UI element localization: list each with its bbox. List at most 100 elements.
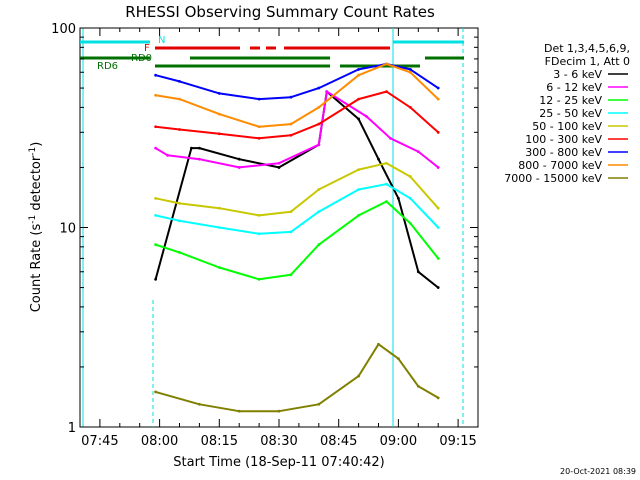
y-tick-label: 10 [59,222,76,237]
data-point [377,157,380,161]
data-point [357,188,360,191]
data-point [408,196,412,200]
data-point [154,213,158,217]
data-point [289,133,293,137]
data-point [317,143,321,147]
data-point [416,150,420,154]
data-point [154,73,158,77]
series-line [155,183,439,235]
flag-flare-label: F [144,43,150,54]
data-point [317,210,321,214]
legend-label: 300 - 800 keV [525,146,602,159]
data-point [190,146,193,150]
data-point [317,402,321,406]
flag-night-label: N [158,35,165,46]
data-point [217,226,221,229]
data-point [317,105,321,109]
data-point [397,196,400,200]
data-point [436,206,440,210]
plot-frame [79,27,479,428]
chart-title: RHESSI Observing Summary Count Rates [125,3,435,21]
data-point [436,130,440,134]
legend: Det 1,3,4,5,6,9, FDecim 1, Att 0 3 - 6 k… [504,42,630,185]
data-point [178,97,181,101]
data-point [237,409,241,413]
x-tick-label: 09:00 [380,434,417,449]
data-point [357,117,360,121]
series-line [155,90,439,169]
data-point [178,79,181,83]
data-point [257,97,261,101]
footer-timestamp: 20-Oct-2021 08:39 [560,467,636,476]
series-line [155,162,439,217]
data-point [397,357,400,361]
data-point [289,273,293,277]
data-point [357,374,360,378]
axis-layer: 1 10 100 07:45 08:00 08:15 08:30 08:45 09:00 09:1… [51,22,479,449]
data-point [277,161,281,165]
data-point [154,390,158,394]
data-point [154,243,158,247]
flag-rd6-label: RD6 [97,61,118,72]
y-tick-label: 1 [68,421,76,436]
data-point [178,128,181,131]
data-point [154,146,158,150]
data-point [257,277,261,281]
x-tick-label: 08:15 [201,434,238,449]
legend-label: 3 - 6 keV [553,68,602,81]
legend-label: 800 - 7000 keV [518,159,602,172]
data-point [385,90,388,93]
x-tick-label: 08:45 [320,434,357,449]
data-point [198,157,201,161]
data-point [377,342,380,346]
data-point [217,132,221,136]
data-point [178,202,181,205]
data-point [289,122,293,126]
data-point [257,213,261,217]
data-point [408,70,412,74]
data-point [178,219,181,223]
x-tick-label: 07:45 [81,434,118,449]
data-point [317,122,321,126]
data-point [277,166,281,169]
data-point [416,270,420,274]
data-point [357,73,360,77]
data-point [217,206,221,210]
y-axis-label: Count Rate (s-1 detector-1) [28,142,44,313]
data-point [317,86,321,90]
data-point [325,90,329,93]
x-tick-label: 09:15 [439,434,476,449]
series-line [155,200,439,281]
data-point [257,232,261,236]
series-line [155,90,439,140]
data-point [408,175,412,178]
data-point [198,146,201,150]
legend-header-detectors: Det 1,3,4,5,6,9, [544,42,630,55]
data-point [385,182,388,186]
data-point [385,161,388,165]
data-point [289,230,293,234]
data-point [357,213,360,217]
series-line [155,63,439,101]
data-point [357,68,360,71]
data-point [178,251,181,254]
data-point [217,112,221,116]
data-point [436,257,440,260]
legend-label: 7000 - 15000 keV [504,172,602,185]
series-line [155,63,439,128]
legend-label: 12 - 25 keV [539,94,602,107]
data-point [217,266,221,269]
data-point [436,396,440,400]
legend-label: 25 - 50 keV [539,107,602,120]
legend-header-attenuator: FDecim 1, Att 0 [545,55,630,68]
x-axis-label: Start Time (18-Sep-11 07:40:42) [173,455,384,470]
data-point [257,136,261,140]
data-point [217,92,221,95]
data-point [154,277,158,281]
x-tick-label: 08:30 [260,434,297,449]
data-point [289,95,293,99]
x-tick-label: 08:00 [141,434,178,449]
data-point [257,125,261,129]
data-point [277,409,281,413]
